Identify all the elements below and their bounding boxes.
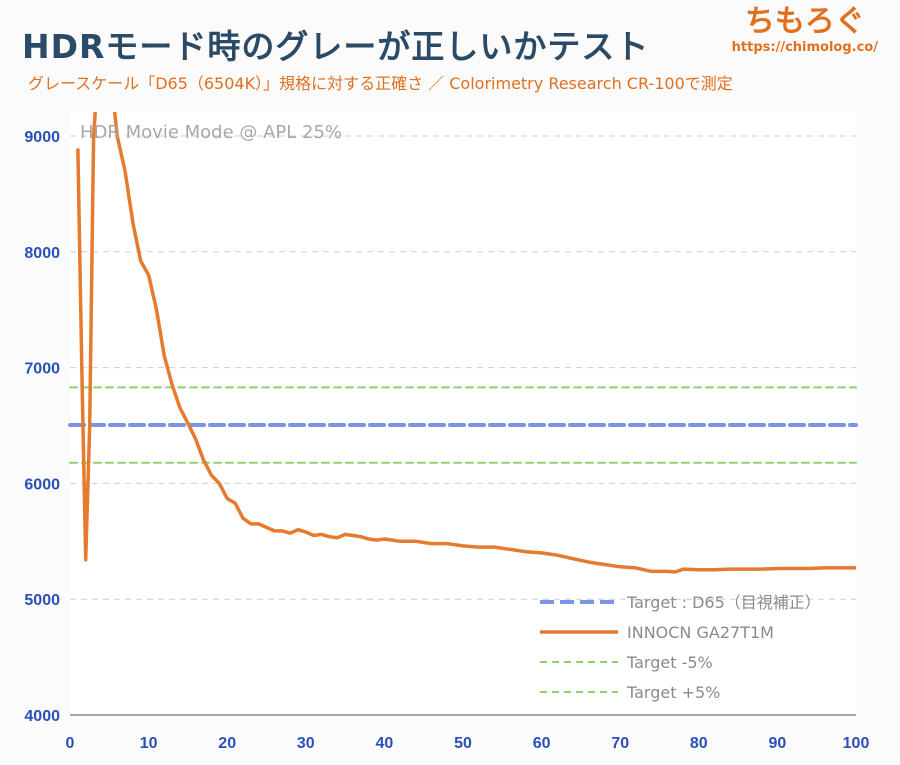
y-tick-label: 9000 — [24, 129, 60, 146]
y-tick-label: 8000 — [24, 245, 60, 262]
chart-annotation: HDR Movie Mode @ APL 25% — [80, 122, 342, 143]
brand-url: https://chimolog.co/ — [731, 40, 878, 55]
legend-label: INNOCN GA27T1M — [627, 623, 774, 642]
x-tick-label: 40 — [376, 735, 394, 752]
chart-title: HDRモード時のグレーが正しいかテスト — [22, 27, 650, 66]
x-tick-labels: 0 10 20 30 40 50 60 70 80 90 100 — [66, 735, 870, 752]
y-tick-labels: 4000 5000 6000 7000 8000 9000 — [24, 129, 60, 725]
series-line-0 — [76, 112, 856, 574]
series-lines — [76, 112, 856, 574]
brand-name: ちもろぐ — [744, 4, 865, 39]
y-tick-label: 4000 — [24, 708, 60, 725]
x-tick-label: 80 — [690, 735, 708, 752]
x-tick-label: 90 — [769, 735, 787, 752]
x-tick-label: 30 — [297, 735, 315, 752]
legend: Target : D65（目視補正） INNOCN GA27T1M Target -… — [540, 593, 821, 702]
grid-lines — [70, 135, 856, 600]
x-tick-label: 50 — [454, 735, 472, 752]
y-tick-label: 7000 — [24, 361, 60, 378]
x-tick-label: 70 — [611, 735, 629, 752]
legend-label: Target +5% — [626, 683, 720, 702]
plot-area — [70, 112, 856, 715]
x-tick-label: 20 — [218, 735, 236, 752]
y-tick-label: 6000 — [24, 476, 60, 493]
y-tick-label: 5000 — [24, 592, 60, 609]
x-tick-label: 10 — [140, 735, 158, 752]
x-tick-label: 60 — [533, 735, 551, 752]
x-tick-label: 0 — [66, 735, 75, 752]
tolerance-lines — [69, 386, 857, 464]
x-tick-label: 100 — [843, 735, 870, 752]
brand-logo[interactable]: ちもろぐ https://chimolog.co/ — [732, 4, 878, 56]
chart-subtitle: グレースケール「D65（6504K）」規格に対する正確さ ／ Colorimet… — [28, 74, 733, 93]
legend-label: Target -5% — [626, 653, 713, 672]
legend-label: Target : D65（目視補正） — [626, 593, 821, 612]
